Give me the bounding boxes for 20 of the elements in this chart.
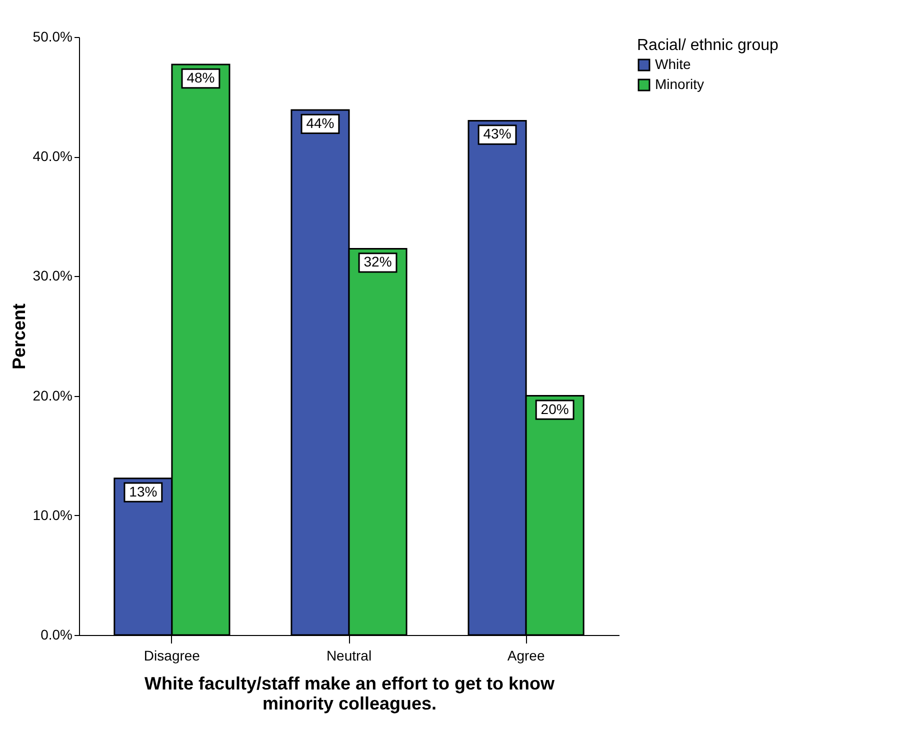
data-label: 13% — [129, 483, 158, 500]
legend-title: Racial/ ethnic group — [637, 37, 779, 54]
data-label: 44% — [306, 114, 334, 131]
legend-label: Minority — [655, 76, 704, 92]
x-tick-label: Neutral — [326, 648, 372, 664]
y-tick-label: 10.0% — [32, 506, 72, 523]
data-label: 48% — [186, 70, 215, 86]
data-label: 20% — [540, 400, 569, 417]
legend-label: White — [655, 56, 691, 72]
y-axis-title: Percent — [8, 303, 29, 370]
y-tick-label: 40.0% — [32, 148, 72, 164]
data-label: 43% — [483, 126, 512, 142]
x-tick-label: Agree — [507, 648, 545, 664]
x-tick-label: Disagree — [144, 648, 200, 664]
y-tick-label: 0.0% — [40, 626, 72, 642]
y-tick-label: 30.0% — [32, 268, 72, 284]
data-label: 32% — [364, 254, 392, 270]
y-tick-label: 20.0% — [32, 387, 72, 404]
x-axis-title: White faculty/staff make an effort to get to know minority colleagues. — [144, 674, 556, 714]
y-tick-label: 50.0% — [32, 28, 72, 44]
